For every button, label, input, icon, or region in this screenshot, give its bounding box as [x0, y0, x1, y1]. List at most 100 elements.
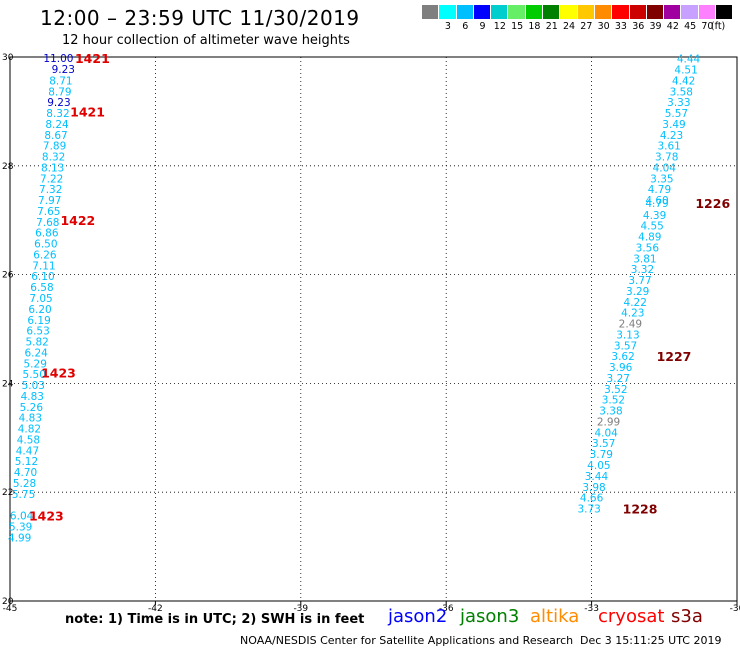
east-track-wave-height-label: 4.05 — [587, 460, 610, 472]
longitude-tick-label: -30 — [730, 604, 740, 614]
latitude-tick-label: 30 — [2, 53, 14, 63]
legend-label: 33 — [614, 21, 627, 32]
east-track-wave-height-label: 3.57 — [592, 438, 615, 450]
east-track-wave-height-label: 3.52 — [604, 384, 627, 396]
east-track-wave-height-label: 3.57 — [614, 340, 637, 352]
east-track-wave-height-label: 3.62 — [611, 351, 634, 363]
west-track-wave-height-label: 4.47 — [16, 445, 39, 457]
east-track-wave-height-label: 3.96 — [609, 362, 633, 374]
legend-label: 15 — [511, 21, 524, 32]
legend-swatch — [681, 5, 699, 19]
east-track-wave-height-label: 5.57 — [665, 108, 688, 120]
west-track-wave-height-label: 7.89 — [43, 141, 66, 153]
east-track-wave-height-label: 3.38 — [599, 406, 622, 418]
legend-swatch — [716, 5, 734, 19]
west-track-wave-height-label: 6.26 — [33, 249, 57, 261]
west-track-wave-height-label: 4.70 — [14, 467, 37, 479]
east-track-wave-height-label: 3.56 — [636, 242, 660, 254]
legend-swatch — [629, 5, 647, 19]
longitude-tick-label: -36 — [439, 604, 454, 614]
west-track-wave-height-label: 5.28 — [13, 478, 36, 490]
west-track-wave-height-label: 4.82 — [18, 424, 41, 436]
east-track-wave-height-label: 4.66 — [580, 493, 604, 505]
legend-label: 36 — [632, 21, 645, 32]
legend-label: 27 — [580, 21, 593, 32]
east-track-wave-height-label: 3.35 — [650, 173, 673, 185]
west-track-time-label: 1421 — [75, 51, 110, 66]
west-track-wave-height-label: 8.67 — [44, 130, 67, 142]
legend-swatch — [594, 5, 613, 19]
west-track-wave-height-label: 5.29 — [24, 358, 47, 370]
chart-subtitle: 12 hour collection of altimeter wave hei… — [62, 33, 350, 48]
west-track-wave-height-label: 6.58 — [30, 282, 53, 294]
west-track-wave-height-label: 6.86 — [35, 228, 59, 240]
satellite-label-s3a: s3a — [671, 606, 703, 627]
longitude-tick-label: -39 — [293, 604, 308, 614]
latitude-tick-label: 20 — [2, 597, 14, 607]
east-track-wave-height-label: 4.55 — [640, 221, 663, 233]
east-track-wave-height-label: 4.23 — [621, 308, 644, 320]
legend-swatch — [439, 5, 457, 19]
east-track-wave-height-label: 3.33 — [667, 97, 690, 109]
legend-swatch — [664, 5, 682, 19]
east-track-wave-height-label: 3.73 — [577, 504, 600, 516]
west-track-wave-height-label: 5.82 — [25, 337, 48, 349]
west-track-wave-height-label: 5.12 — [15, 456, 38, 468]
east-track-wave-height-label: 4.04 — [594, 427, 618, 439]
east-track-wave-height-label: 4.79 — [645, 198, 668, 210]
west-track-wave-height-label: 5.50 — [23, 369, 46, 381]
west-track-wave-height-label: 4.83 — [21, 391, 44, 403]
east-track-wave-height-label: 4.23 — [660, 130, 683, 142]
legend-swatch — [577, 5, 595, 19]
east-track-time-label: 1226 — [695, 196, 730, 211]
west-track-wave-height-label: 8.71 — [49, 75, 72, 87]
east-track-wave-height-label: 3.13 — [616, 329, 639, 341]
latitude-tick-label: 26 — [2, 271, 14, 281]
legend-label: 18 — [528, 21, 541, 32]
legend-label: 39 — [649, 21, 662, 32]
west-track-wave-height-label: 4.99 — [8, 532, 31, 544]
west-track-wave-height-label: 6.50 — [34, 239, 57, 251]
footer-note: note: 1) Time is in UTC; 2) SWH is in fe… — [65, 612, 365, 627]
longitude-tick-label: -45 — [3, 604, 18, 614]
west-track-wave-height-label: 5.75 — [12, 489, 35, 501]
east-track-wave-height-label: 3.98 — [582, 482, 605, 494]
color-legend-labels: 3 6 9 12 15 18 21 24 27 30 33 36 39 42 45 70 (ft) — [422, 21, 740, 33]
legend-label: 3 — [444, 21, 451, 32]
east-track-time-label: 1228 — [623, 502, 658, 517]
latitude-tick-label: 22 — [2, 488, 13, 498]
west-track-wave-height-label: 8.13 — [41, 162, 64, 174]
east-track-wave-height-label: 3.49 — [662, 119, 685, 131]
east-track-wave-height-label: 3.44 — [585, 471, 609, 483]
east-track-wave-height-label: 4.44 — [677, 54, 701, 66]
chart-title: 12:00 – 23:59 UTC 11/30/2019 — [40, 6, 360, 30]
latitude-tick-label: 28 — [2, 162, 14, 172]
legend-swatch — [508, 5, 526, 19]
west-track-wave-height-label: 6.53 — [26, 326, 49, 338]
west-track-wave-height-label: 6.24 — [24, 347, 48, 359]
east-track-wave-height-label: 4.42 — [672, 75, 695, 87]
west-track-wave-height-label: 8.79 — [48, 86, 71, 98]
east-track-wave-height-label: 3.27 — [607, 373, 630, 385]
west-track-wave-height-label: 6.10 — [31, 271, 54, 283]
east-track-wave-height-label: 4.79 — [648, 184, 671, 196]
legend-label: 24 — [563, 21, 576, 32]
legend-label: 6 — [462, 21, 469, 32]
west-track-wave-height-label: 11.00 — [43, 53, 73, 65]
legend-label: 21 — [545, 21, 558, 32]
east-track-wave-height-label: 4.39 — [643, 210, 666, 222]
color-legend — [422, 5, 734, 19]
satellite-label-jason2: jason2 — [388, 606, 448, 627]
legend-label: 45 — [684, 21, 697, 32]
east-track-wave-height-label: 3.32 — [631, 264, 654, 276]
west-track-wave-height-label: 9.23 — [52, 64, 75, 76]
east-track-wave-height-label: 4.04 — [653, 162, 677, 174]
east-track-wave-height-label: 3.78 — [655, 152, 678, 164]
west-track-wave-height-label: 6.04 — [10, 511, 34, 523]
west-track-wave-height-label: 7.97 — [38, 195, 61, 207]
legend-label: 30 — [597, 21, 610, 32]
east-track-time-label: 1227 — [657, 349, 692, 364]
west-track-time-label: 1421 — [70, 104, 105, 119]
west-track-wave-height-label: 5.26 — [20, 402, 44, 414]
